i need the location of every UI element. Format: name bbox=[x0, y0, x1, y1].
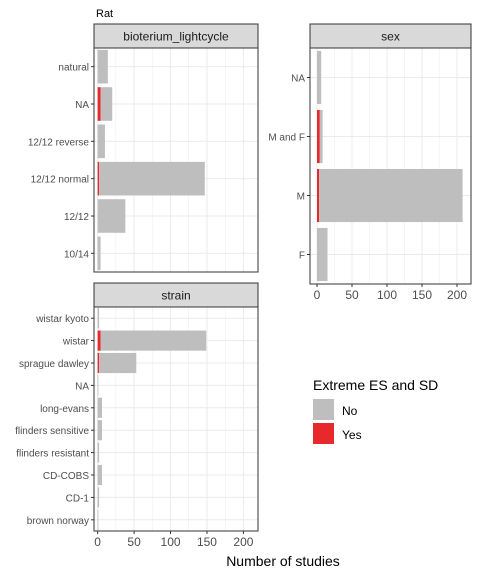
panel-title: bioterium_lightcycle bbox=[123, 30, 229, 44]
y-tick-label: natural bbox=[58, 63, 89, 74]
bar-no bbox=[98, 487, 99, 507]
x-tick-label: 200 bbox=[447, 288, 467, 302]
bar-no bbox=[101, 87, 113, 121]
y-tick-label: NA bbox=[75, 381, 89, 392]
legend-swatch-yes bbox=[313, 423, 334, 444]
bar-no bbox=[317, 51, 321, 104]
bar-yes bbox=[317, 169, 319, 222]
x-tick-label: 50 bbox=[127, 535, 141, 549]
bar-no bbox=[98, 398, 102, 418]
y-tick-label: NA bbox=[291, 74, 305, 85]
bar-no bbox=[320, 110, 323, 163]
panel-title: strain bbox=[161, 289, 190, 303]
y-tick-label: sprague dawley bbox=[19, 359, 89, 370]
x-tick-label: 150 bbox=[197, 535, 217, 549]
y-tick-label: wistar bbox=[62, 337, 90, 348]
bar-no bbox=[98, 50, 108, 84]
y-tick-label: wistar kyoto bbox=[35, 314, 89, 325]
bar-yes bbox=[98, 87, 101, 121]
legend-label-yes: Yes bbox=[342, 428, 362, 442]
x-tick-label: 100 bbox=[161, 535, 181, 549]
legend-swatch-no bbox=[313, 399, 334, 420]
bar-no bbox=[98, 199, 126, 233]
y-tick-label: 12/12 bbox=[64, 212, 89, 223]
x-tick-label: 100 bbox=[377, 288, 397, 302]
bar-yes bbox=[98, 331, 101, 351]
y-tick-label: long-evans bbox=[40, 404, 89, 415]
y-tick-label: 10/14 bbox=[64, 249, 89, 260]
x-tick-label: 150 bbox=[412, 288, 432, 302]
y-tick-label: 12/12 normal bbox=[31, 175, 89, 186]
y-tick-label: M bbox=[297, 192, 305, 203]
bar-no bbox=[98, 237, 101, 271]
y-tick-label: flinders sensitive bbox=[15, 426, 89, 437]
bar-yes bbox=[98, 353, 99, 373]
y-tick-label: flinders resistant bbox=[16, 449, 89, 460]
panel-title: sex bbox=[381, 30, 400, 44]
bar-yes bbox=[98, 162, 99, 196]
legend: Extreme ES and SD No Yes bbox=[313, 377, 438, 444]
panel-background bbox=[310, 48, 471, 284]
bar-no bbox=[98, 420, 102, 440]
legend-title: Extreme ES and SD bbox=[313, 377, 438, 393]
bar-no bbox=[98, 510, 99, 530]
x-tick-label: 0 bbox=[94, 535, 101, 549]
bar-no bbox=[319, 169, 463, 222]
y-tick-label: brown norway bbox=[27, 516, 89, 527]
y-tick-label: M and F bbox=[268, 133, 305, 144]
x-tick-label: 0 bbox=[314, 288, 321, 302]
panel-strain: strain wistar kyoto wistar sprague dawley NA… bbox=[15, 283, 258, 549]
y-tick-label: 12/12 reverse bbox=[28, 137, 90, 148]
bar-no bbox=[98, 375, 99, 395]
bar-no bbox=[98, 443, 99, 463]
bar-no bbox=[101, 331, 207, 351]
figure-title: Rat bbox=[96, 8, 113, 20]
panel-sex: sex NA M and F M F 0 50 100 150 200 bbox=[268, 24, 471, 302]
x-tick-label: 50 bbox=[345, 288, 359, 302]
legend-label-no: No bbox=[342, 404, 358, 418]
x-tick-label: 200 bbox=[233, 535, 253, 549]
bar-yes bbox=[317, 110, 320, 163]
bar-no bbox=[98, 125, 105, 159]
y-tick-label: NA bbox=[75, 100, 89, 111]
x-axis-label: Number of studies bbox=[226, 553, 340, 569]
bar-no bbox=[99, 353, 136, 373]
y-tick-label: CD-COBS bbox=[43, 471, 89, 482]
bar-no bbox=[98, 308, 99, 328]
bar-no bbox=[98, 465, 102, 485]
panel-background bbox=[94, 48, 258, 272]
bar-no bbox=[99, 162, 205, 196]
bar-no bbox=[317, 228, 328, 281]
y-tick-label: CD-1 bbox=[66, 493, 90, 504]
y-tick-label: F bbox=[299, 251, 305, 262]
